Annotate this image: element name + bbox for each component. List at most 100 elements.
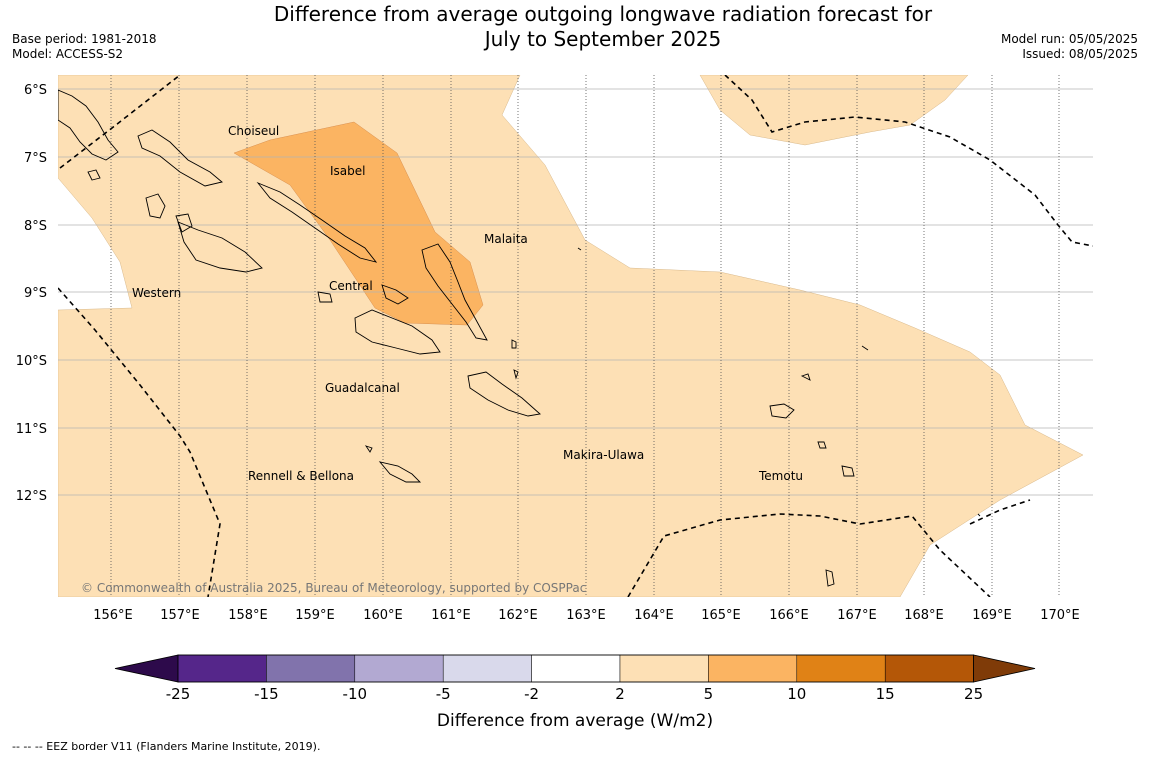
duff-islands [861, 345, 869, 351]
russell-islands [317, 291, 333, 303]
colorbar-bin [531, 654, 621, 683]
new-georgia-island [177, 221, 263, 273]
run-info: Model run: 05/05/2025 Issued: 08/05/2025 [1001, 32, 1138, 62]
anomaly-fill-medium [233, 121, 484, 326]
lon-label: 170°E [1040, 608, 1080, 623]
anomaly-fill-light-ne [699, 75, 969, 146]
eez-border-southwest [58, 287, 221, 597]
vella-lavella-island [145, 193, 166, 219]
anuta-island [825, 569, 835, 587]
colorbar-tick-labels: -25 -15 -10 -5 -2 2 5 10 15 25 [166, 685, 983, 703]
longitude-gridlines [110, 75, 1060, 597]
choiseul-island [137, 129, 223, 187]
colorbar-bins [177, 654, 974, 683]
rennell-island [378, 461, 422, 483]
isabel-island [256, 181, 378, 263]
label-guadalcanal: Guadalcanal [325, 381, 400, 395]
colorbar-legend: -25 -15 -10 -5 -2 2 5 10 15 25 Differenc… [114, 654, 1036, 731]
eez-border-southeast [969, 499, 1031, 525]
florida-islands [381, 284, 409, 305]
guadalcanal-island [354, 309, 441, 355]
colorbar-tick: 5 [704, 685, 714, 703]
issued-date: Issued: 08/05/2025 [1022, 47, 1138, 61]
eez-border-west [59, 75, 181, 169]
ranongga-island [175, 213, 193, 233]
anomaly-fill-light [58, 75, 1084, 597]
model-name: Model: ACCESS-S2 [12, 47, 124, 61]
lon-label: 165°E [701, 608, 741, 623]
model-info: Base period: 1981-2018 Model: ACCESS-S2 [12, 32, 157, 62]
lat-label: 12°S [16, 489, 47, 504]
lon-label: 166°E [769, 608, 809, 623]
lat-label: 9°S [24, 286, 47, 301]
colorbar-bin [177, 654, 267, 683]
ulawa-island [513, 369, 519, 380]
bellona-island [364, 445, 373, 453]
lon-label: 167°E [837, 608, 877, 623]
santa-cruz-island [769, 403, 795, 419]
colorbar-over-arrow [973, 654, 1036, 683]
latitude-gridlines [58, 88, 1093, 496]
title-line-2: July to September 2025 [484, 27, 722, 51]
ontong-java [511, 339, 517, 349]
lon-label: 168°E [904, 608, 944, 623]
lon-label: 160°E [363, 608, 403, 623]
label-central: Central [329, 279, 373, 293]
map-title: Difference from average outgoing longwav… [0, 2, 1150, 52]
lon-label: 158°E [228, 608, 268, 623]
bougainville-coast [58, 89, 119, 161]
lat-label: 6°S [24, 83, 47, 98]
lon-label: 169°E [972, 608, 1012, 623]
eez-borders [58, 75, 1093, 597]
map-plot-area [58, 75, 1093, 597]
vanikoro-island [841, 465, 855, 477]
base-period: Base period: 1981-2018 [12, 32, 157, 46]
colorbar-tick: 15 [876, 685, 895, 703]
label-isabel: Isabel [330, 164, 365, 178]
lon-label: 161°E [431, 608, 471, 623]
lat-label: 11°S [16, 422, 47, 437]
colorbar-bin [708, 654, 798, 683]
colorbar-tick: -25 [166, 685, 191, 703]
utupua-island [817, 441, 827, 449]
title-line-1: Difference from average outgoing longwav… [273, 2, 933, 26]
coastlines [58, 89, 981, 587]
latitude-labels: 6°S 7°S 8°S 9°S 10°S 11°S 12°S [16, 83, 47, 504]
eez-border-south [627, 513, 991, 597]
reef-islands [800, 373, 811, 381]
map-figure: Choiseul Isabel Malaita Western Central … [16, 75, 1093, 731]
colorbar-tick: -2 [524, 685, 539, 703]
label-temotu: Temotu [758, 469, 803, 483]
colorbar-label: Difference from average (W/m2) [437, 711, 713, 731]
colorbar-bin [796, 654, 886, 683]
colorbar-bin [266, 654, 356, 683]
longitude-labels: 156°E 157°E 158°E 159°E 160°E 161°E 162°… [93, 608, 1080, 623]
colorbar-tick: 25 [964, 685, 983, 703]
lon-label: 157°E [160, 608, 200, 623]
lat-label: 8°S [24, 219, 47, 234]
label-choiseul: Choiseul [228, 124, 279, 138]
colorbar-tick: -5 [436, 685, 451, 703]
eez-footnote: -- -- -- EEZ border V11 (Flanders Marine… [12, 740, 321, 753]
label-malaita: Malaita [484, 232, 528, 246]
colorbar-tick: -10 [343, 685, 368, 703]
malaita-island [421, 243, 488, 341]
lat-label: 7°S [24, 151, 47, 166]
lat-label: 10°S [16, 354, 47, 369]
colorbar-tick: 2 [615, 685, 625, 703]
sikaiana [577, 247, 582, 251]
lon-label: 163°E [566, 608, 606, 623]
colorbar-bin [442, 654, 532, 683]
colorbar-bin [884, 654, 974, 683]
label-makira-ulawa: Makira-Ulawa [563, 448, 644, 462]
shortland-islands [87, 169, 101, 181]
makira-island [467, 371, 542, 417]
lon-label: 156°E [93, 608, 133, 623]
model-run: Model run: 05/05/2025 [1000, 32, 1138, 46]
copyright-note: © Commonwealth of Australia 2025, Bureau… [81, 581, 586, 595]
colorbar-tick: -15 [254, 685, 279, 703]
lon-label: 162°E [498, 608, 538, 623]
label-rennell-bellona: Rennell & Bellona [248, 469, 354, 483]
region-labels: Choiseul Isabel Malaita Western Central … [132, 124, 803, 483]
colorbar-tick: 10 [787, 685, 806, 703]
